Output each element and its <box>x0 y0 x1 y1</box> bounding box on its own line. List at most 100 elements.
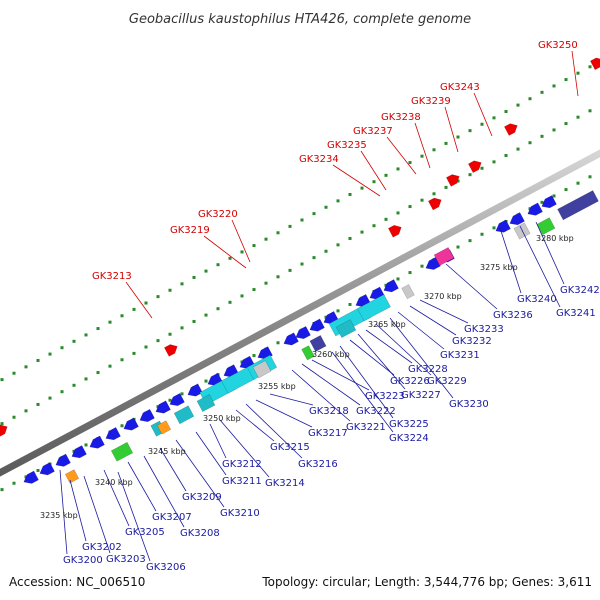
scale-dot <box>300 218 304 222</box>
kbp-tick-label: 3260 kbp <box>312 350 350 359</box>
scale-dot <box>192 319 196 323</box>
forward-gene-label: GK3234 <box>299 154 339 165</box>
scale-dot <box>456 135 460 139</box>
reverse-leader-line <box>127 461 157 512</box>
scale-dot <box>120 424 124 428</box>
scale-dot <box>564 78 568 82</box>
scale-dot <box>156 405 160 409</box>
scale-dot <box>420 198 424 202</box>
scale-dot <box>36 468 40 472</box>
reverse-gene-arrow <box>123 417 139 431</box>
forward-gene-arrow <box>468 160 482 174</box>
scale-dot <box>492 116 496 120</box>
scale-dot <box>396 277 400 281</box>
scale-dot <box>204 379 208 383</box>
genome-backbone <box>0 149 600 477</box>
teal-gene-box <box>335 319 357 338</box>
reverse-gene-label: GK3240 <box>517 294 557 305</box>
scale-dot <box>264 237 268 241</box>
reverse-gene-label: GK3230 <box>449 399 489 410</box>
kbp-tick-labels: 3235 kbp 3240 kbp 3245 kbp 3250 kbp 3255 kbp… <box>40 234 574 520</box>
scale-dot <box>96 371 100 375</box>
scale-dot <box>300 262 304 266</box>
forward-leader-line <box>386 136 417 175</box>
forward-gene-label: GK3239 <box>411 96 451 107</box>
forward-gene-arrow <box>164 344 178 357</box>
scale-dot <box>516 147 520 151</box>
scale-dot <box>12 415 16 419</box>
reverse-gene-label: GK3208 <box>180 528 220 539</box>
kbp-tick-label: 3240 kbp <box>95 478 133 487</box>
scale-dot <box>84 443 88 447</box>
reverse-leader-line <box>419 299 469 324</box>
scale-dot <box>528 207 532 211</box>
scale-dot <box>48 396 52 400</box>
reverse-gene-label: GK3233 <box>464 324 504 335</box>
scale-dot <box>0 422 4 426</box>
scale-dot <box>72 383 76 387</box>
scale-dot <box>420 264 424 268</box>
scale-dot <box>552 84 556 88</box>
scale-dot <box>540 90 544 94</box>
forward-gene-arrow <box>504 123 518 136</box>
page-title: Geobacillus kaustophilus HTA426, complet… <box>129 12 471 27</box>
reverse-gene-arrow <box>155 400 171 414</box>
scale-dot <box>384 283 388 287</box>
reverse-gene-label: GK3225 <box>389 419 429 430</box>
genome-summary-text: Topology: circular; Length: 3,544,776 bp… <box>261 575 592 589</box>
forward-gene-label: GK3219 <box>170 225 210 236</box>
scale-dot <box>312 256 316 260</box>
scale-dot <box>576 181 580 185</box>
scale-dot <box>528 141 532 145</box>
scale-dot <box>168 332 172 336</box>
forward-leader-line <box>473 92 493 137</box>
scale-dot <box>96 327 100 331</box>
scale-dot <box>504 109 508 113</box>
scale-dot <box>468 173 472 177</box>
reverse-gene-label: GK3242 <box>560 285 600 296</box>
orange-gene-box <box>64 469 80 484</box>
scale-dot <box>336 309 340 313</box>
gene-track <box>0 57 600 484</box>
reverse-leader-line <box>301 363 361 406</box>
reverse-gene-label: GK3211 <box>222 476 262 487</box>
reverse-gene-label: GK3221 <box>346 422 386 433</box>
scale-dot <box>108 364 112 368</box>
green-gene-box <box>536 217 556 236</box>
forward-gene-label: GK3243 <box>440 82 480 93</box>
reverse-gene-arrow <box>39 462 55 476</box>
scale-dot <box>564 188 568 192</box>
forward-gene-label: GK3213 <box>92 271 132 282</box>
kbp-tick-label: 3255 kbp <box>258 382 296 391</box>
reverse-gene-arrow <box>509 212 525 226</box>
scale-dot <box>60 346 64 350</box>
reverse-gene-arrow <box>55 453 71 467</box>
reverse-gene-label: GK3218 <box>309 406 349 417</box>
orange-gene-box <box>156 420 172 435</box>
scale-dot <box>84 333 88 337</box>
reverse-gene-label: GK3241 <box>556 308 596 319</box>
reverse-gene-label: GK3227 <box>401 390 441 401</box>
reverse-leader-line <box>219 419 270 478</box>
reverse-gene-label: GK3232 <box>452 336 492 347</box>
navy-gene-box <box>309 335 327 352</box>
forward-leader-line <box>571 50 579 97</box>
scale-dot <box>360 186 364 190</box>
scale-dot <box>336 243 340 247</box>
scale-dot <box>240 294 244 298</box>
scale-dot <box>132 307 136 311</box>
scale-dot <box>444 185 448 189</box>
scale-dot <box>252 354 256 358</box>
scale-dot <box>144 345 148 349</box>
scale-dot <box>84 377 88 381</box>
reverse-leader-line <box>375 323 432 376</box>
reverse-leader-line <box>83 475 111 554</box>
scale-dot <box>348 302 352 306</box>
scale-dot <box>36 358 40 362</box>
reverse-gene-label: GK3229 <box>427 376 467 387</box>
scale-dot <box>108 320 112 324</box>
reverse-leader-line <box>143 455 185 528</box>
forward-gene-label: GK3238 <box>381 112 421 123</box>
scale-dot <box>12 371 16 375</box>
reverse-leader-line <box>409 305 457 336</box>
